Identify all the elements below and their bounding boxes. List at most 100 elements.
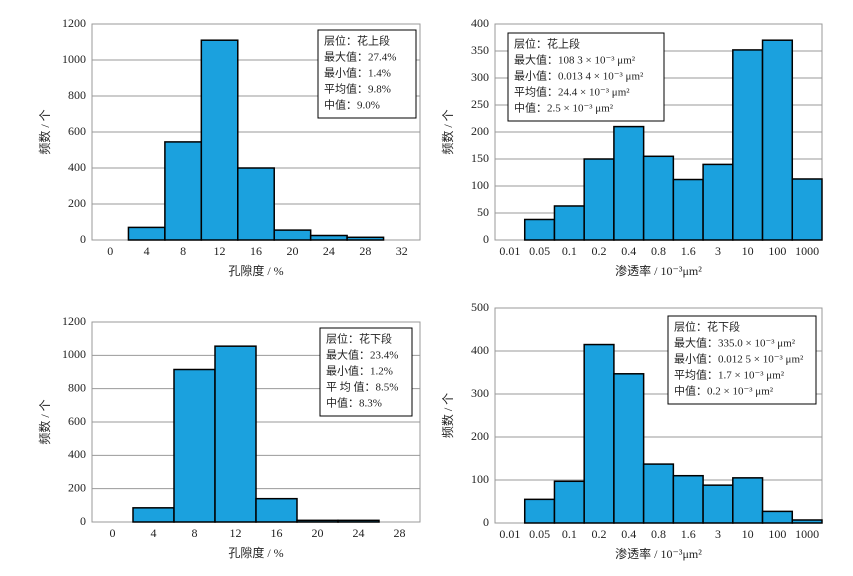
bar [523, 498, 556, 524]
x-tick-label: 20 [286, 244, 298, 258]
y-tick-label: 50 [477, 205, 489, 219]
bar [553, 480, 585, 524]
y-tick-label: 800 [68, 88, 86, 102]
bar [132, 507, 175, 523]
x-tick-label: 0 [110, 526, 116, 540]
y-tick-label: 600 [68, 414, 86, 428]
x-tick-label: 8 [192, 526, 198, 540]
bar [613, 125, 645, 241]
y-tick-label: 400 [68, 447, 86, 461]
annotation: 中值：9.0% [324, 99, 380, 112]
annotation: 最小值：1.4% [324, 67, 391, 80]
bar [761, 39, 794, 241]
bar [732, 49, 764, 241]
y-tick-label: 400 [68, 160, 86, 174]
x-axis-label: 孔隙度 / % [228, 545, 283, 560]
y-axis-label: 频数 / 个 [37, 109, 52, 154]
y-tick-label: 1000 [62, 347, 86, 361]
annotation: 层位：花上段 [514, 37, 580, 51]
y-tick-label: 400 [471, 343, 489, 357]
x-tick-label: 1000 [795, 244, 819, 258]
x-tick-label: 1.6 [681, 244, 696, 258]
bar [583, 158, 615, 241]
bar [523, 218, 556, 241]
x-tick-label: 12 [230, 526, 242, 540]
annotation: 最大值：23.4% [326, 348, 398, 362]
bar [702, 163, 734, 241]
x-tick-label: 3 [715, 527, 721, 541]
x-tick-label: 10 [742, 244, 754, 258]
x-tick-label: 100 [768, 527, 786, 541]
x-tick-label: 4 [144, 244, 150, 258]
y-tick-label: 1000 [62, 52, 86, 66]
bar [642, 155, 675, 241]
y-axis-label: 频数 / 个 [440, 393, 455, 438]
bar [255, 497, 298, 523]
bar [553, 205, 585, 241]
x-tick-label: 28 [394, 526, 406, 540]
annotation-box [317, 29, 417, 119]
y-tick-label: 0 [483, 232, 489, 246]
y-tick-label: 800 [68, 380, 86, 394]
bar [164, 141, 203, 241]
x-tick-label: 100 [768, 244, 786, 258]
y-tick-label: 150 [471, 151, 489, 165]
y-tick-label: 1200 [62, 16, 86, 30]
y-tick-label: 1200 [62, 314, 86, 328]
x-tick-label: 0.01 [499, 244, 520, 258]
x-tick-label: 3 [715, 244, 721, 258]
x-tick-label: 28 [359, 244, 371, 258]
y-tick-label: 100 [471, 178, 489, 192]
y-tick-label: 400 [471, 16, 489, 30]
x-tick-label: 32 [396, 244, 408, 258]
x-tick-label: 1000 [795, 527, 819, 541]
y-tick-label: 300 [471, 70, 489, 84]
bar [214, 345, 257, 523]
annotation: 中值：2.5 × 10⁻³ μm² [514, 102, 614, 115]
x-tick-label: 12 [214, 244, 226, 258]
y-tick-label: 200 [471, 429, 489, 443]
x-tick-label: 24 [323, 244, 335, 258]
y-tick-label: 500 [471, 300, 489, 314]
x-tick-label: 0.01 [499, 527, 520, 541]
y-tick-label: 100 [471, 472, 489, 486]
annotation-box [319, 327, 413, 417]
x-tick-label: 0.2 [592, 244, 607, 258]
y-tick-label: 200 [68, 196, 86, 210]
y-tick-label: 350 [471, 43, 489, 57]
x-tick-label: 24 [353, 526, 365, 540]
annotation: 平均值：9.8% [324, 83, 391, 96]
annotation: 最小值：0.012 5 × 10⁻³ μm² [674, 353, 804, 366]
x-axis-label: 渗透率 / 10⁻³μm² [615, 546, 702, 561]
bar [296, 519, 339, 523]
bar [613, 373, 645, 524]
x-tick-label: 16 [250, 244, 262, 258]
bar [127, 226, 166, 241]
y-axis-label: 频数 / 个 [37, 399, 52, 444]
x-axis-label: 孔隙度 / % [228, 263, 283, 278]
bar [702, 484, 734, 524]
x-tick-label: 0.4 [621, 527, 636, 541]
y-axis-label: 频数 / 个 [440, 109, 455, 154]
annotation: 中值：0.2 × 10⁻³ μm² [674, 385, 774, 398]
annotation: 平均值：24.4 × 10⁻³ μm² [514, 86, 630, 99]
x-tick-label: 0 [107, 244, 113, 258]
y-tick-label: 0 [80, 514, 86, 528]
y-tick-label: 200 [68, 480, 86, 494]
annotation: 层位：花上段 [324, 34, 390, 48]
bar [791, 178, 823, 241]
bar [732, 477, 764, 524]
annotation: 最小值：1.2% [326, 365, 393, 378]
bar [672, 178, 704, 241]
annotation: 中值：8.3% [326, 397, 382, 410]
bar [642, 463, 675, 524]
annotation: 平均值：1.7 × 10⁻³ μm² [674, 369, 785, 382]
x-tick-label: 0.4 [621, 244, 636, 258]
bar [309, 234, 348, 241]
bar [273, 229, 312, 241]
x-axis-label: 渗透率 / 10⁻³μm² [615, 263, 702, 278]
x-tick-label: 0.8 [651, 527, 666, 541]
annotation: 最小值：0.013 4 × 10⁻³ μm² [514, 70, 644, 83]
x-tick-label: 1.6 [681, 527, 696, 541]
